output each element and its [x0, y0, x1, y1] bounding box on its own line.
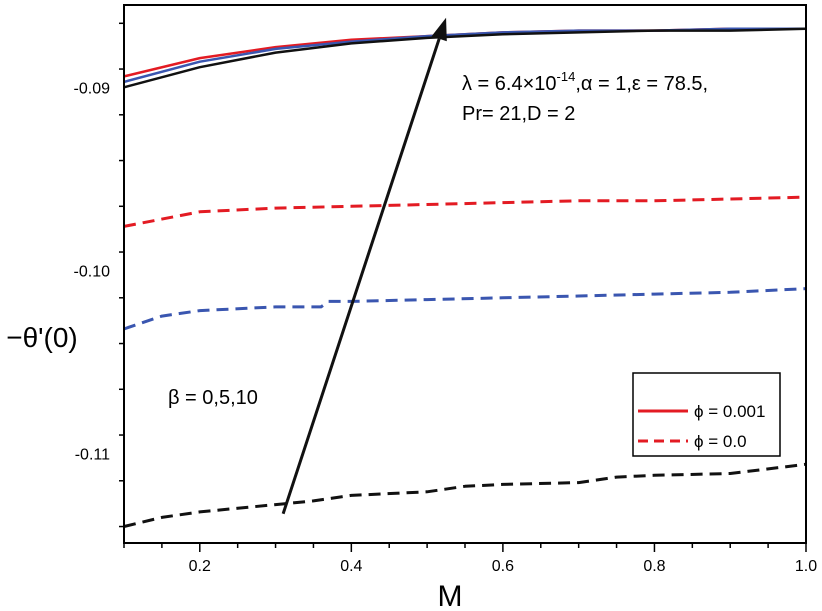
- x-axis-label: M: [438, 580, 463, 611]
- x-tick-label: 1.0: [795, 558, 817, 575]
- y-tick-label: -0.09: [74, 80, 111, 97]
- series-layer: [123, 27, 807, 528]
- legend-label-1: ϕ = 0.0: [694, 432, 747, 451]
- series-line-5: [123, 462, 807, 528]
- x-tick-label: 0.4: [340, 558, 362, 575]
- arrow-head: [431, 17, 447, 42]
- params-line1-suffix: ,α = 1,ε = 78.5,: [575, 73, 708, 95]
- beta-annotation: β = 0,5,10: [168, 387, 258, 409]
- x-axis-ticks: 0.2 0.4 0.6 0.8 1.0: [123, 543, 817, 575]
- x-tick-label: 0.8: [643, 558, 665, 575]
- params-annotation-line1: λ = 6.4×10-14,α = 1,ε = 78.5,: [462, 69, 708, 95]
- y-axis-label: −θ'(0): [6, 322, 78, 353]
- series-line-4: [123, 287, 807, 331]
- series-line-2: [123, 27, 807, 89]
- params-annotation-line2: Pr= 21,D = 2: [462, 103, 575, 125]
- params-line1-prefix: λ = 6.4×10: [462, 73, 557, 95]
- arrow-shaft: [281, 38, 441, 515]
- series-line-3: [123, 195, 807, 228]
- y-tick-label: -0.11: [75, 446, 110, 463]
- legend-label-0: ϕ = 0.001: [694, 402, 765, 421]
- y-tick-label: -0.10: [74, 263, 111, 280]
- x-tick-label: 0.6: [492, 558, 514, 575]
- legend: ϕ = 0.001 ϕ = 0.0: [632, 372, 781, 457]
- arrow-layer: [281, 17, 447, 515]
- params-line1-exponent: -14: [557, 69, 576, 84]
- x-tick-label: 0.2: [189, 558, 211, 575]
- y-axis-ticks: -0.09 -0.10 -0.11: [74, 22, 124, 528]
